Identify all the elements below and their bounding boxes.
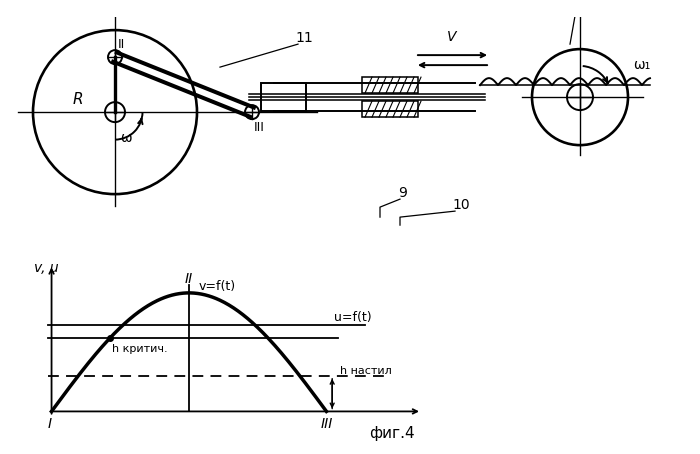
Text: 10: 10 [452, 198, 470, 212]
Text: II: II [185, 271, 193, 286]
Text: h настил: h настил [340, 366, 391, 376]
Text: u=f(t): u=f(t) [334, 311, 372, 324]
Text: фиг.4: фиг.4 [369, 426, 415, 441]
Circle shape [567, 84, 593, 110]
Text: 11: 11 [295, 31, 313, 45]
Text: 9: 9 [398, 186, 407, 200]
Text: R: R [73, 92, 83, 107]
Text: III: III [254, 121, 265, 134]
Bar [261, 83, 306, 111]
Text: ω: ω [120, 131, 132, 145]
Text: ω₁: ω₁ [633, 58, 650, 72]
Text: I: I [48, 417, 52, 431]
Circle shape [105, 102, 125, 122]
Text: V: V [447, 30, 456, 44]
Text: v=f(t): v=f(t) [199, 280, 236, 293]
Text: III: III [321, 417, 332, 431]
Text: II: II [118, 38, 125, 51]
Text: h критич.: h критич. [112, 345, 167, 355]
Text: v, u: v, u [34, 262, 59, 275]
Circle shape [108, 50, 122, 64]
Bar [362, 101, 418, 117]
Bar [362, 77, 418, 93]
Circle shape [245, 105, 259, 119]
